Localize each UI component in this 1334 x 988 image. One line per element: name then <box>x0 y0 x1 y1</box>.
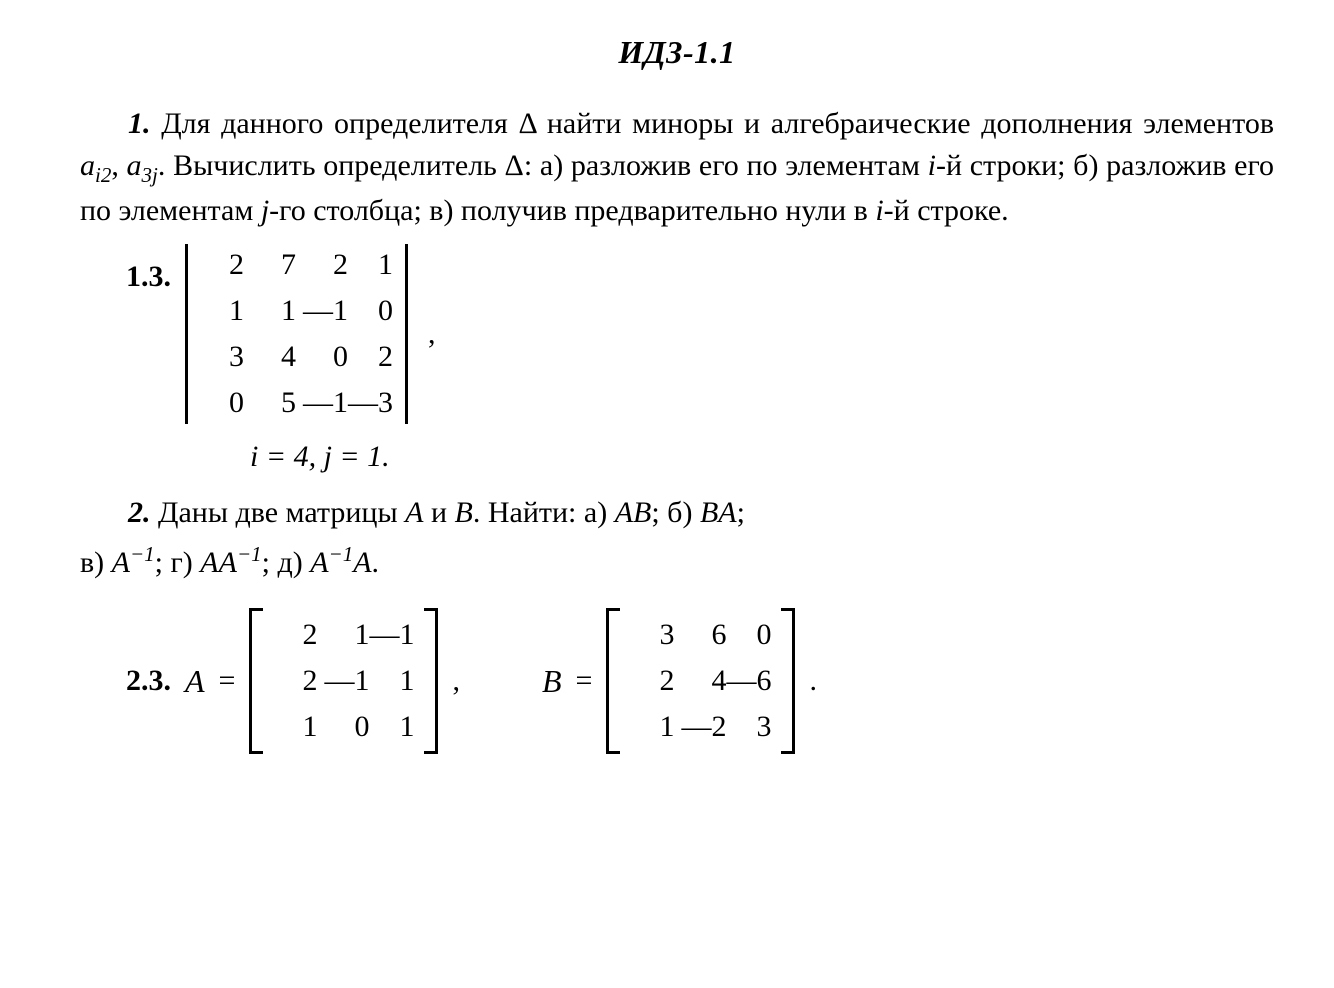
table-row: 3402 <box>192 334 401 380</box>
p1-a3j: a3j <box>127 149 158 182</box>
p1-t2: . Вычислить определитель Δ: а) разложив … <box>158 149 928 182</box>
table-row: 360 <box>622 612 779 658</box>
p2-t4: ; <box>737 496 745 529</box>
p2-t5: ; г) <box>155 546 201 579</box>
p1-i: i <box>928 149 936 182</box>
matrix-B: 360 24—6 1—23 <box>622 612 779 750</box>
table-row: 05—1—3 <box>192 380 401 426</box>
left-bracket-icon <box>606 608 620 754</box>
matrix-B-bracket: 360 24—6 1—23 <box>606 608 795 754</box>
problem-1-3-label: 1.3. <box>126 256 171 298</box>
matrix-1-3: 2721 11—10 3402 05—1—3 <box>192 242 401 426</box>
table-row: 21—1 <box>265 612 422 658</box>
p1-ai2: ai2 <box>80 149 111 182</box>
det-comma: , <box>428 313 436 355</box>
equals-A: = <box>219 660 236 702</box>
table-row: 2721 <box>192 242 401 288</box>
p2-B: B <box>455 496 473 529</box>
problem-2-3-label: 2.3. <box>126 660 171 702</box>
p2-AAinv: AA−1 <box>200 546 261 579</box>
matrix-A-bracket: 21—1 2—11 101 <box>249 608 438 754</box>
period-B: . <box>809 660 817 702</box>
right-bracket-icon <box>424 608 438 754</box>
matrix-B-name: B <box>542 659 562 704</box>
determinant-1-3: 2721 11—10 3402 05—1—3 <box>181 242 412 426</box>
page-title: ИДЗ-1.1 <box>80 30 1274 75</box>
matrix-A: 21—1 2—11 101 <box>265 612 422 750</box>
p2-A: A <box>405 496 423 529</box>
p2-l2a: в) <box>80 546 112 579</box>
problem-2-number: 2. <box>128 496 151 529</box>
table-row: 11—10 <box>192 288 401 334</box>
comma-A: , <box>452 660 460 702</box>
problem-1-number: 1. <box>128 107 151 140</box>
table-row: 24—6 <box>622 658 779 704</box>
table-row: 101 <box>265 704 422 750</box>
table-row: 1—23 <box>622 704 779 750</box>
det-right-bar <box>405 244 408 424</box>
p2-AB: AB <box>615 496 652 529</box>
p2-and: и <box>423 496 454 529</box>
det-left-bar <box>185 244 188 424</box>
problem-2-text: 2. Даны две матрицы A и B. Найти: а) AB;… <box>80 492 1274 534</box>
p2-t6: ; д) <box>262 546 311 579</box>
problem-2-3-block: 2.3. A = 21—1 2—11 101 , B = 360 24—6 1—… <box>126 608 1274 754</box>
left-bracket-icon <box>249 608 263 754</box>
p2-Ainv: A−1 <box>112 546 155 579</box>
p2-AinvA: A−1A <box>310 546 371 579</box>
p2-t1: Даны две матрицы <box>158 496 405 529</box>
matrix-A-name: A <box>185 659 205 704</box>
p2-t3: ; б) <box>651 496 700 529</box>
problem-2-text-line2: в) A−1; г) AA−1; д) A−1A. <box>80 540 1274 584</box>
p1-t1: Для данного определителя Δ найти миноры … <box>161 107 1274 140</box>
p1-i2: i <box>875 194 883 227</box>
p2-t2: . Найти: а) <box>473 496 615 529</box>
p2-t7: . <box>372 546 380 579</box>
table-row: 2—11 <box>265 658 422 704</box>
ij-values: i = 4, j = 1. <box>250 436 1274 478</box>
p1-j: j <box>261 194 269 227</box>
problem-1-text: 1. Для данного определителя Δ найти мино… <box>80 103 1274 232</box>
right-bracket-icon <box>781 608 795 754</box>
problem-1-3-block: 1.3. 2721 11—10 3402 05—1—3 , <box>126 242 1274 426</box>
equals-B: = <box>576 660 593 702</box>
p1-t5: -й строке. <box>884 194 1009 227</box>
p2-BA: BA <box>700 496 737 529</box>
p1-comma: , <box>111 149 126 182</box>
p1-t4: -го столбца; в) получив предварительно н… <box>269 194 875 227</box>
